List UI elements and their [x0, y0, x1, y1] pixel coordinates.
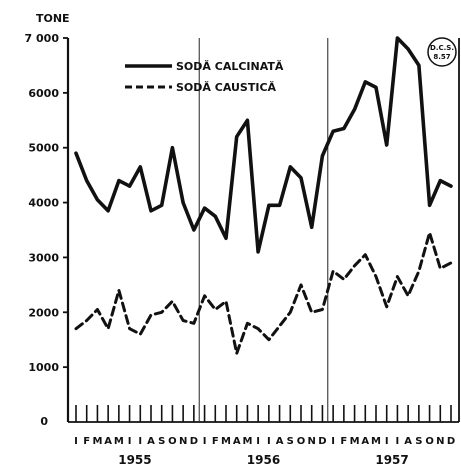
x-tick-label-25: F — [340, 436, 347, 447]
y-tick-label-6000: 6000 — [28, 87, 59, 100]
legend: SODĂ CALCINATĂ SODĂ CAUSTICĂ — [125, 60, 284, 94]
legend-label-soda-caustica: SODĂ CAUSTICĂ — [176, 81, 277, 94]
legend-label-soda-calcinata: SODĂ CALCINATĂ — [176, 60, 284, 73]
x-tick-label-13: F — [212, 436, 219, 447]
unit-label: TONE — [36, 12, 70, 25]
x-tick-label-2: M — [92, 436, 102, 447]
stamp: D.C.S. 8.57 — [427, 37, 457, 67]
year-label-1956: 1956 — [247, 453, 280, 467]
x-tick-label-4: M — [114, 436, 124, 447]
x-tick-label-30: I — [396, 436, 400, 447]
series-layer — [74, 36, 453, 355]
year-label-1955: 1955 — [118, 453, 151, 467]
y-tick-label-5000: 5000 — [28, 142, 59, 155]
year-label-1957: 1957 — [375, 453, 408, 467]
x-tick-label-10: N — [179, 436, 187, 447]
x-tick-label-11: D — [190, 436, 198, 447]
y-tick-label-0: 0 — [40, 415, 48, 428]
x-tick-label-18: I — [267, 436, 271, 447]
x-tick-label-19: A — [276, 436, 284, 447]
x-tick-label-33: O — [425, 436, 434, 447]
x-tick-label-14: M — [221, 436, 231, 447]
x-tick-label-27: A — [361, 436, 369, 447]
stamp-line-2: 8.57 — [433, 53, 450, 61]
x-tick-label-35: D — [447, 436, 455, 447]
x-tick-label-26: M — [350, 436, 360, 447]
series-line-soda-calcinata — [74, 36, 453, 254]
x-tick-label-8: S — [158, 436, 165, 447]
y-tick-label-2000: 2000 — [28, 306, 59, 319]
x-tick-label-34: N — [436, 436, 444, 447]
x-tick-label-6: I — [138, 436, 142, 447]
x-tick-label-32: S — [415, 436, 422, 447]
x-tick-label-16: M — [242, 436, 252, 447]
x-tick-label-15: A — [233, 436, 241, 447]
x-tick-label-3: A — [104, 436, 112, 447]
year-dividers — [198, 38, 329, 422]
x-tick-label-1: F — [83, 436, 90, 447]
x-tick-label-23: D — [318, 436, 326, 447]
x-tick-label-31: A — [404, 436, 412, 447]
x-tick-label-24: I — [331, 436, 335, 447]
x-tick-label-5: I — [128, 436, 132, 447]
plot-frame — [66, 38, 460, 423]
x-tick-label-7: A — [147, 436, 155, 447]
y-tick-label-1000: 1000 — [28, 361, 59, 374]
x-tick-label-20: S — [287, 436, 294, 447]
stamp-line-1: D.C.S. — [430, 44, 454, 52]
x-tick-label-12: I — [203, 436, 207, 447]
y-tick-label-4000: 4000 — [28, 197, 59, 210]
x-tick-label-29: I — [385, 436, 389, 447]
series-line-soda-caustica — [74, 231, 453, 355]
x-tick-label-21: O — [297, 436, 306, 447]
x-axis: I F M A M I I A S O N D I F M A M I I A S O N D I F M A M I I A S O N D1955… — [74, 405, 455, 467]
y-tick-label-7000: 7 000 — [25, 32, 60, 45]
x-tick-label-9: O — [168, 436, 177, 447]
y-axis: 1000 2000 3000 4000 5000 6000 7 000 0 — [25, 32, 68, 428]
x-tick-label-28: M — [371, 436, 381, 447]
y-tick-label-3000: 3000 — [28, 251, 59, 264]
x-tick-label-0: I — [74, 436, 78, 447]
x-tick-label-17: I — [256, 436, 260, 447]
x-tick-label-22: N — [308, 436, 316, 447]
